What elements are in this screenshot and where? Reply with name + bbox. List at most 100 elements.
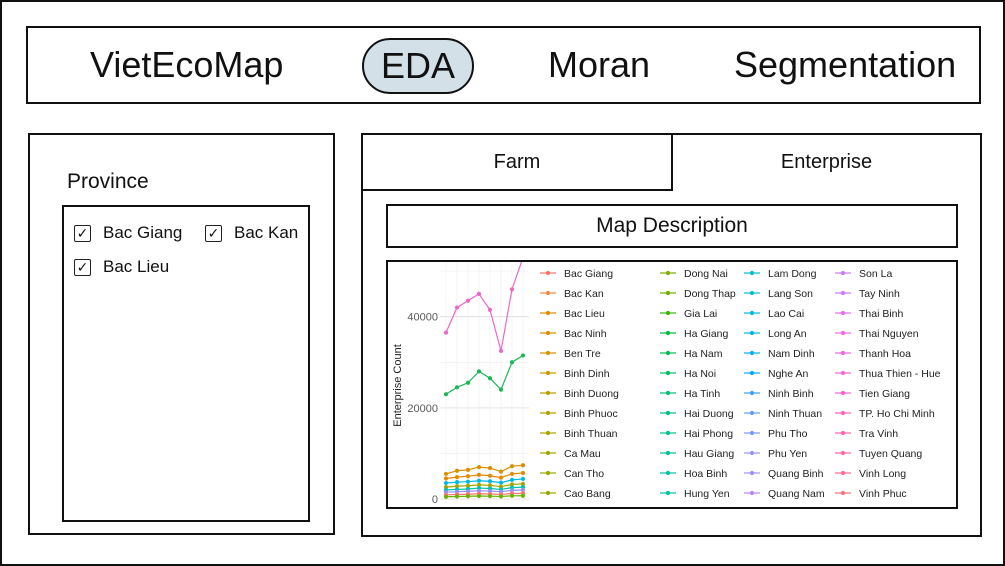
legend-label: Hung Yen bbox=[684, 488, 730, 500]
legend-key-point bbox=[749, 310, 755, 316]
legend-label: Hau Giang bbox=[684, 448, 734, 460]
legend-key-point bbox=[545, 350, 551, 356]
legend-key-point bbox=[665, 310, 671, 316]
legend-label: Thai Nguyen bbox=[859, 328, 919, 340]
legend-key-point bbox=[665, 370, 671, 376]
legend-label: Cao Bang bbox=[564, 488, 611, 500]
legend-label: Binh Dinh bbox=[564, 368, 610, 380]
legend-label: Ben Tre bbox=[564, 348, 601, 360]
data-point bbox=[498, 475, 504, 480]
data-point bbox=[509, 287, 515, 292]
legend-key-point bbox=[840, 390, 846, 396]
legend-key-point bbox=[749, 350, 755, 356]
nav-vietecomap[interactable]: VietEcoMap bbox=[90, 44, 284, 85]
legend-label: Lao Cai bbox=[768, 308, 804, 320]
data-point bbox=[487, 479, 493, 484]
data-point bbox=[498, 348, 504, 353]
nav-segmentation[interactable]: Segmentation bbox=[734, 44, 957, 85]
legend-key-point bbox=[665, 450, 671, 456]
data-point bbox=[465, 483, 471, 488]
checkbox-checked-icon[interactable]: ✓ bbox=[205, 224, 222, 242]
data-point bbox=[520, 487, 526, 492]
data-point bbox=[509, 477, 515, 482]
data-point bbox=[443, 476, 449, 481]
data-point bbox=[476, 464, 482, 470]
legend-label: Thua Thien - Hue bbox=[859, 368, 941, 380]
legend-key-point bbox=[749, 490, 755, 496]
legend-key-point bbox=[545, 430, 551, 436]
checkbox-label: Bac Lieu bbox=[103, 257, 170, 276]
legend-label: Hai Duong bbox=[684, 408, 734, 420]
checkbox-bac-lieu[interactable]: ✓ Bac Lieu bbox=[74, 257, 169, 277]
nav-moran[interactable]: Moran bbox=[548, 44, 651, 85]
legend-key-point bbox=[840, 330, 846, 336]
legend-label: Lang Son bbox=[768, 288, 813, 300]
data-point bbox=[509, 488, 515, 493]
legend-key-point bbox=[545, 450, 551, 456]
legend-key-point bbox=[665, 350, 671, 356]
legend-key-point bbox=[749, 290, 755, 296]
data-point bbox=[465, 489, 471, 494]
series-line bbox=[445, 262, 523, 352]
legend-label: Thai Binh bbox=[859, 308, 904, 320]
legend-label: Binh Phuoc bbox=[564, 408, 618, 420]
legend-key-point bbox=[545, 470, 551, 476]
legend-label: Tuyen Quang bbox=[859, 448, 922, 460]
data-point bbox=[498, 469, 504, 474]
legend-label: Ha Tinh bbox=[684, 388, 720, 400]
legend-key-point bbox=[749, 270, 755, 276]
data-point bbox=[498, 494, 504, 499]
legend-key-point bbox=[665, 490, 671, 496]
legend-label: Binh Thuan bbox=[564, 428, 618, 440]
data-point bbox=[487, 376, 493, 381]
data-point bbox=[520, 481, 526, 487]
legend-label: Ninh Thuan bbox=[768, 408, 822, 420]
legend-key-point bbox=[840, 470, 846, 476]
legend-label: Bac Ninh bbox=[564, 328, 607, 340]
data-point bbox=[509, 360, 515, 365]
data-point bbox=[498, 480, 504, 485]
enterprise-count-chart: 0 20000 40000 Enterprise Count Bac Giang Bac … bbox=[386, 260, 958, 509]
map-description-button[interactable]: Map Description bbox=[386, 204, 958, 248]
data-point bbox=[487, 465, 493, 471]
legend-label: Thanh Hoa bbox=[859, 348, 911, 360]
checkbox-bac-kan[interactable]: ✓ Bac Kan bbox=[205, 223, 298, 243]
legend-label: Bac Giang bbox=[564, 268, 613, 280]
legend-label: TP. Ho Chi Minh bbox=[859, 408, 935, 420]
legend-key-point bbox=[545, 310, 551, 316]
data-point bbox=[520, 476, 526, 482]
data-point bbox=[487, 494, 493, 499]
data-point bbox=[454, 475, 460, 480]
data-point bbox=[454, 385, 460, 390]
data-point bbox=[476, 478, 482, 483]
legend-label: Vinh Phuc bbox=[859, 488, 907, 500]
data-point bbox=[454, 480, 460, 485]
data-point bbox=[443, 480, 449, 486]
tab-enterprise[interactable]: Enterprise bbox=[780, 151, 873, 173]
legend-label: Ninh Binh bbox=[768, 388, 814, 400]
legend-key-point bbox=[665, 390, 671, 396]
tab-farm[interactable]: Farm bbox=[363, 135, 673, 191]
checkbox-checked-icon[interactable]: ✓ bbox=[74, 258, 91, 276]
legend-key-point bbox=[749, 370, 755, 376]
checkbox-bac-giang[interactable]: ✓ Bac Giang bbox=[74, 223, 182, 243]
legend-label: Gia Lai bbox=[684, 308, 717, 320]
legend-key-point bbox=[545, 410, 551, 416]
legend-key-point bbox=[840, 410, 846, 416]
data-point bbox=[465, 479, 471, 484]
data-point bbox=[476, 493, 482, 499]
checkbox-checked-icon[interactable]: ✓ bbox=[74, 224, 91, 242]
legend-label: Bac Kan bbox=[564, 288, 604, 300]
legend-label: Phu Yen bbox=[768, 448, 807, 460]
data-point bbox=[520, 463, 526, 468]
nav-eda[interactable]: EDA bbox=[362, 38, 474, 94]
legend-key-point bbox=[840, 270, 846, 276]
province-title: Province bbox=[67, 170, 149, 193]
legend-key-point bbox=[545, 330, 551, 336]
data-point bbox=[476, 482, 482, 487]
legend-label: Bac Lieu bbox=[564, 308, 605, 320]
data-point bbox=[465, 474, 471, 479]
legend-label: Quang Binh bbox=[768, 468, 824, 480]
legend-label: Quang Nam bbox=[768, 488, 825, 500]
